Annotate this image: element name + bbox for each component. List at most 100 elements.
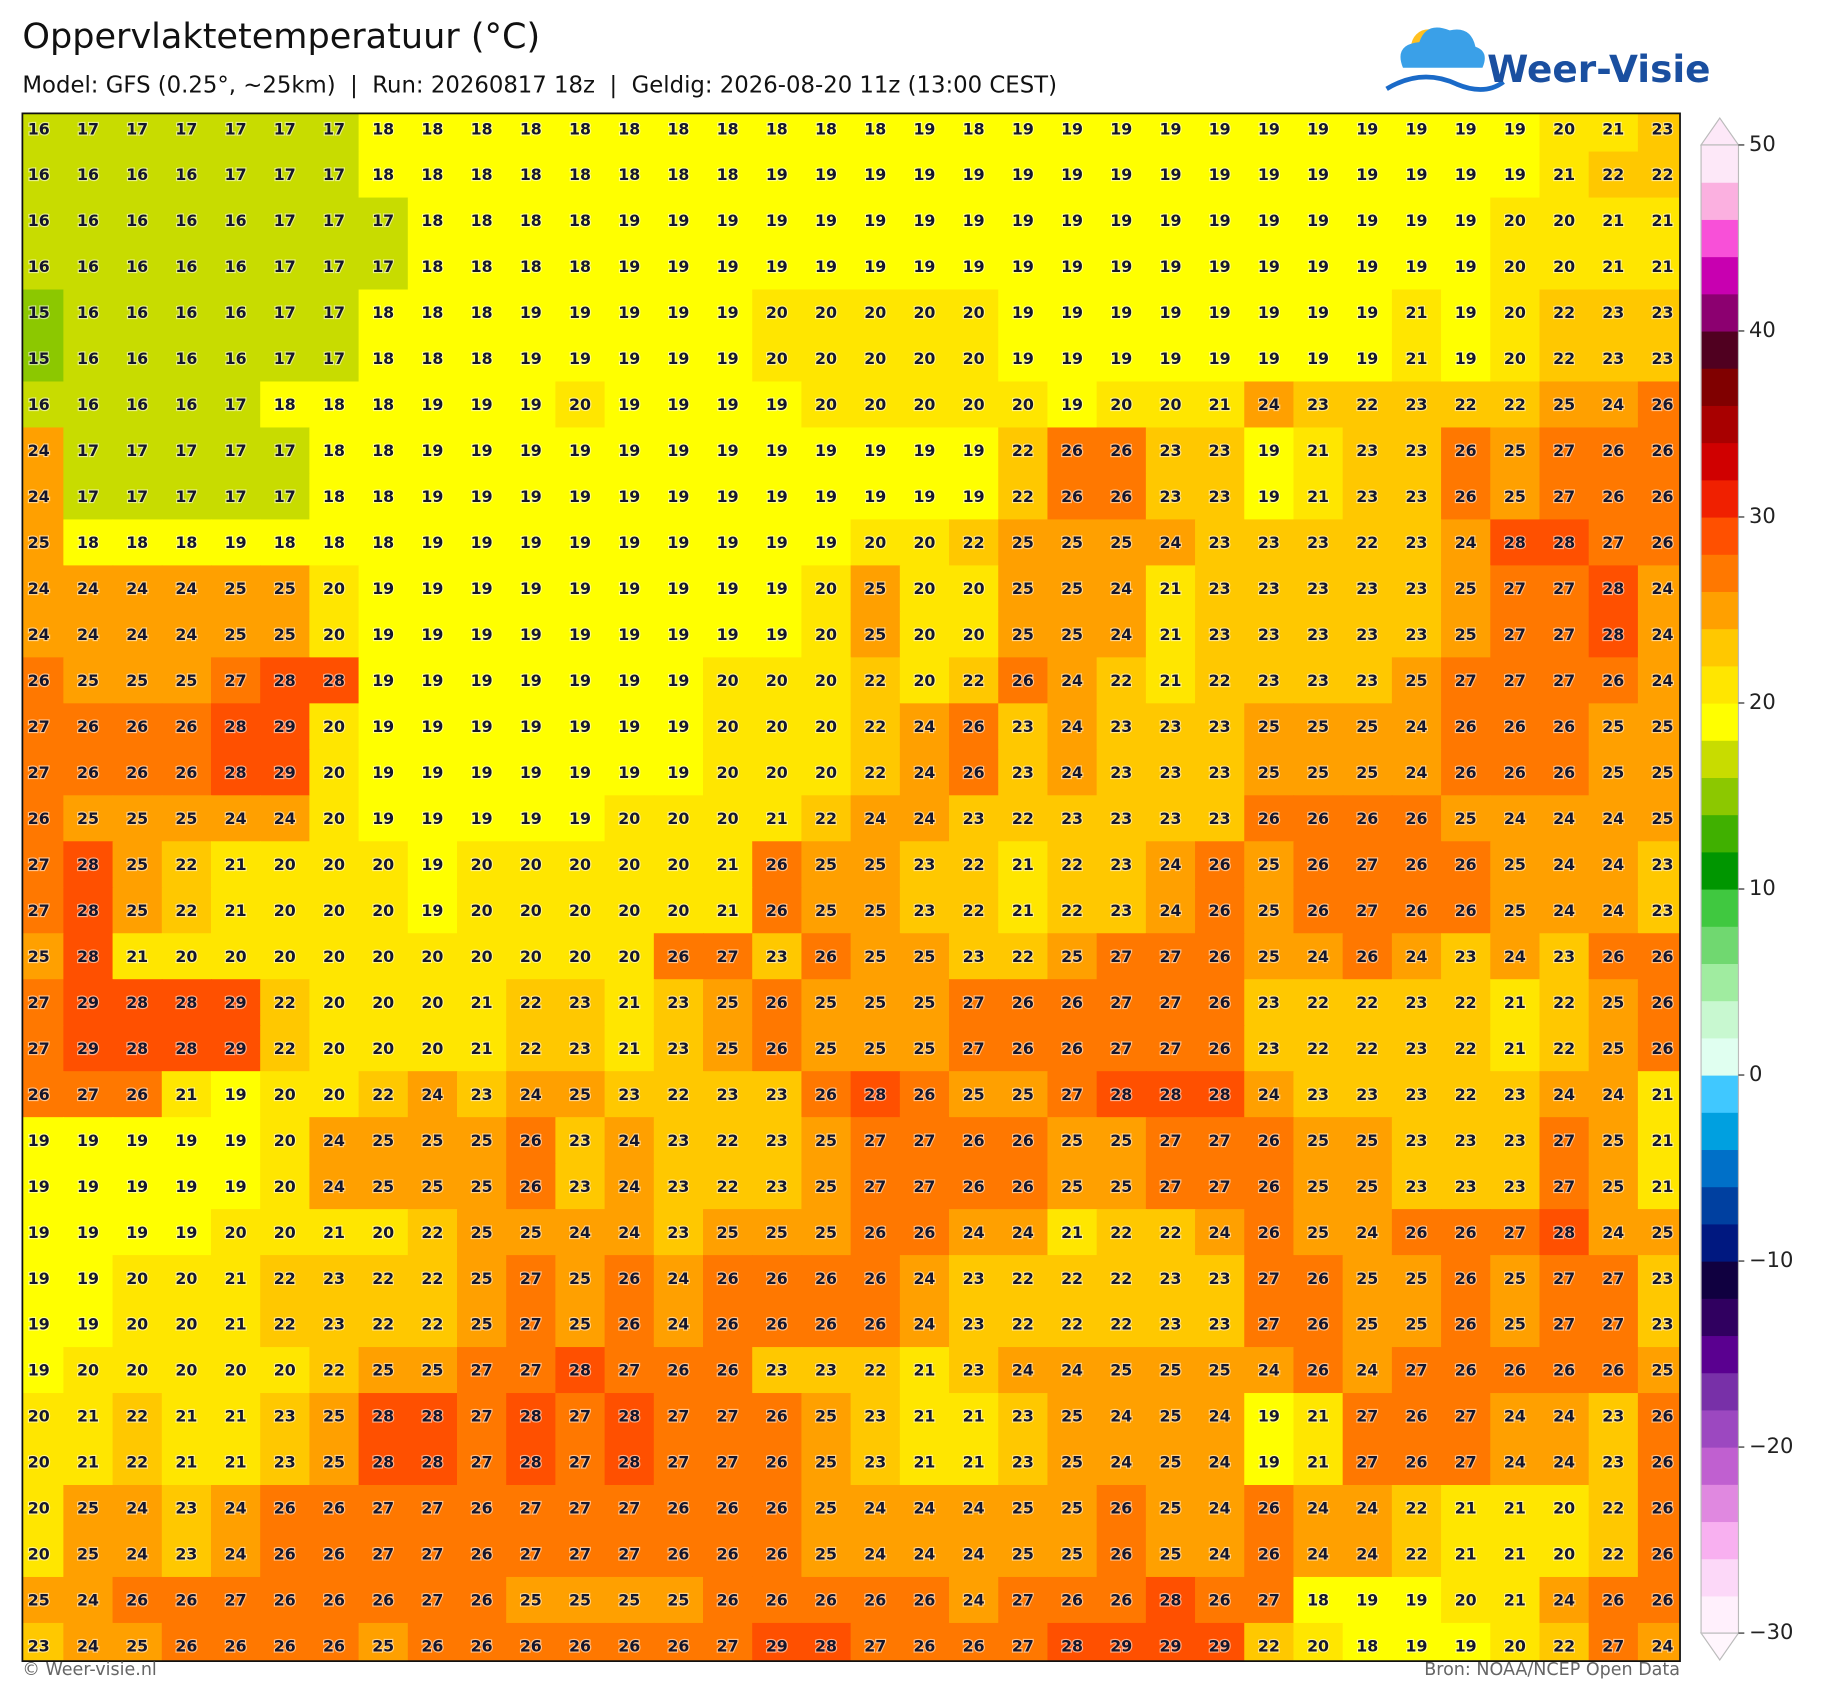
temperature-label: 19 (1209, 165, 1231, 184)
temperature-label: 18 (569, 165, 591, 184)
temperature-label: 24 (421, 1085, 443, 1104)
temperature-cell (1244, 657, 1295, 705)
temperature-cell (801, 887, 852, 934)
temperature-label: 21 (175, 1407, 197, 1426)
temperature-label: 19 (618, 487, 640, 506)
temperature-label: 19 (766, 533, 788, 552)
temperature-label: 25 (815, 1223, 837, 1242)
temperature-label: 26 (1455, 1223, 1477, 1242)
temperature-label: 19 (77, 1269, 99, 1288)
temperature-label: 23 (1110, 717, 1132, 736)
temperature-label: 24 (1356, 1223, 1378, 1242)
temperature-label: 19 (471, 625, 493, 644)
temperature-cell (604, 565, 655, 613)
temperature-label: 19 (372, 625, 394, 644)
temperature-label: 21 (1652, 257, 1674, 276)
temperature-cell (899, 703, 950, 751)
colorbar-band (1701, 1223, 1739, 1262)
temperature-label: 26 (913, 1637, 935, 1656)
temperature-cell (22, 611, 65, 659)
temperature-label: 25 (569, 1269, 591, 1288)
temperature-label: 23 (963, 1315, 985, 1334)
temperature-label: 25 (1061, 625, 1083, 644)
temperature-label: 19 (717, 533, 739, 552)
temperature-label: 19 (126, 1223, 148, 1242)
temperature-cell (1391, 427, 1442, 475)
temperature-cell (1490, 1255, 1541, 1302)
temperature-cell (1490, 335, 1541, 383)
temperature-cell (63, 473, 114, 521)
colorbar-band (1701, 1484, 1739, 1523)
temperature-cell (555, 243, 606, 291)
temperature-cell (358, 1576, 409, 1624)
temperature-cell (506, 1071, 557, 1118)
temperature-label: 27 (1602, 1269, 1624, 1288)
temperature-cell (358, 611, 409, 659)
temperature-cell (1096, 933, 1147, 980)
temperature-label: 26 (913, 1085, 935, 1104)
temperature-label: 25 (471, 1131, 493, 1150)
temperature-cell (22, 1025, 65, 1072)
temperature-label: 26 (1652, 1545, 1674, 1564)
temperature-cell (358, 887, 409, 934)
temperature-cell (506, 1117, 557, 1164)
temperature-label: 20 (471, 947, 493, 966)
temperature-cell (1490, 611, 1541, 659)
temperature-label: 26 (1061, 1591, 1083, 1610)
temperature-label: 26 (1209, 855, 1231, 874)
temperature-cell (1047, 1393, 1098, 1440)
temperature-cell (1637, 289, 1681, 337)
temperature-cell (1441, 1576, 1491, 1624)
temperature-cell (850, 1485, 901, 1532)
temperature-label: 21 (1159, 671, 1181, 690)
temperature-cell (1145, 519, 1196, 567)
temperature-label: 19 (618, 349, 640, 368)
temperature-cell (604, 197, 655, 245)
temperature-label: 19 (1307, 165, 1329, 184)
temperature-cell (506, 151, 557, 199)
temperature-label: 25 (1110, 1361, 1132, 1380)
temperature-cell (1342, 749, 1393, 797)
temperature-label: 16 (28, 165, 50, 184)
temperature-cell (260, 1393, 311, 1440)
temperature-cell (899, 1347, 950, 1394)
temperature-cell (703, 1071, 753, 1118)
temperature-label: 20 (175, 1315, 197, 1334)
temperature-label: 22 (274, 1269, 296, 1288)
temperature-label: 20 (323, 947, 345, 966)
temperature-cell (1195, 887, 1245, 934)
temperature-label: 16 (225, 349, 247, 368)
temperature-cell (850, 887, 901, 934)
temperature-cell (456, 887, 507, 934)
temperature-cell (456, 1439, 507, 1486)
temperature-label: 24 (1209, 1407, 1231, 1426)
temperature-label: 22 (175, 855, 197, 874)
temperature-label: 23 (1307, 625, 1329, 644)
temperature-cell (506, 611, 557, 659)
temperature-label: 19 (1258, 257, 1280, 276)
temperature-label: 19 (618, 533, 640, 552)
temperature-label: 24 (1159, 855, 1181, 874)
temperature-cell (1490, 795, 1541, 842)
temperature-label: 23 (1652, 1269, 1674, 1288)
temperature-cell (1244, 1576, 1295, 1624)
temperature-label: 24 (569, 1223, 591, 1242)
temperature-label: 23 (1405, 1131, 1427, 1150)
temperature-cell (358, 1255, 409, 1302)
temperature-label: 22 (274, 1039, 296, 1058)
temperature-cell (1342, 197, 1393, 245)
temperature-label: 27 (569, 1499, 591, 1518)
temperature-label: 26 (1110, 1545, 1132, 1564)
temperature-label: 25 (126, 809, 148, 828)
temperature-cell (260, 795, 311, 842)
temperature-cell (358, 243, 409, 291)
temperature-cell (752, 1439, 803, 1486)
temperature-label: 26 (28, 809, 50, 828)
temperature-cell (703, 933, 753, 980)
temperature-label: 27 (1455, 1453, 1477, 1472)
temperature-label: 25 (864, 947, 886, 966)
temperature-cell (1145, 151, 1196, 199)
temperature-label: 22 (421, 1315, 443, 1334)
temperature-cell (850, 841, 901, 888)
temperature-cell (752, 1301, 803, 1348)
